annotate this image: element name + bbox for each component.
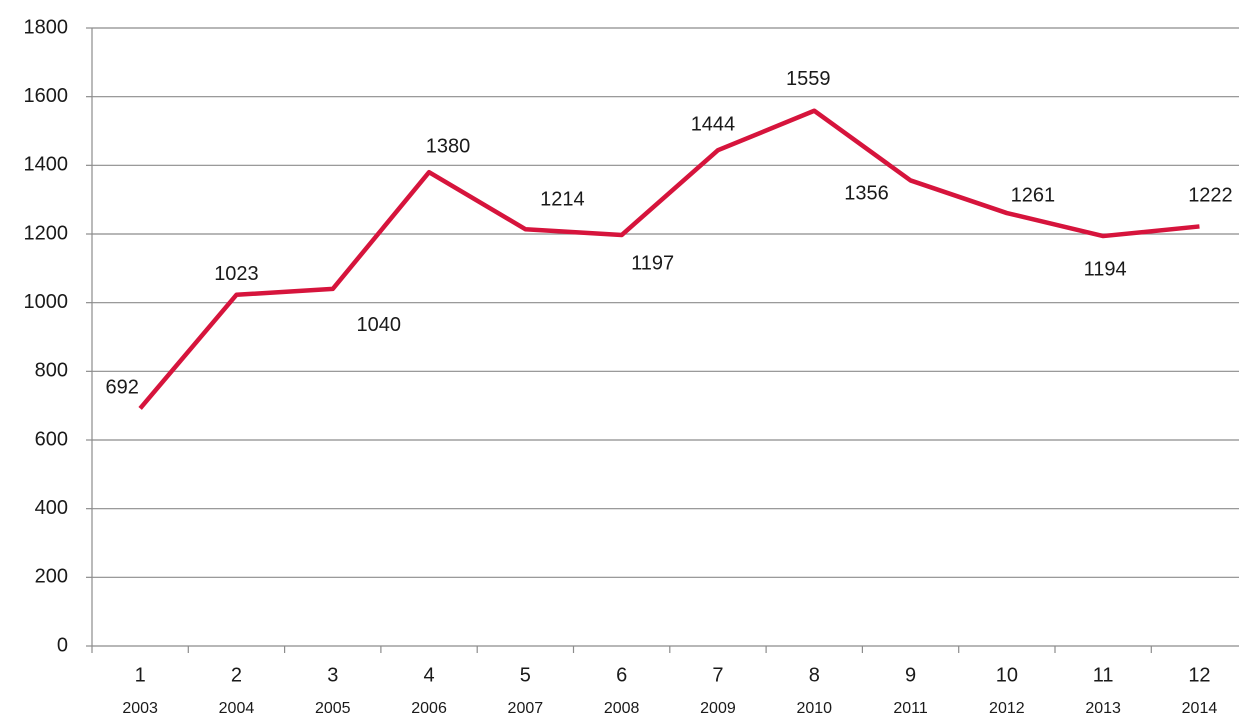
x-tick-label: 10 bbox=[996, 664, 1018, 686]
data-label: 1023 bbox=[214, 263, 259, 285]
x-subcategory-label: 2005 bbox=[315, 700, 351, 717]
x-tick-label: 1 bbox=[135, 664, 146, 686]
data-label: 1261 bbox=[1011, 184, 1056, 206]
y-tick-label: 1800 bbox=[24, 16, 69, 38]
y-tick-label: 0 bbox=[57, 634, 68, 656]
data-label: 1380 bbox=[426, 135, 471, 157]
y-tick-label: 1000 bbox=[24, 291, 69, 313]
x-subcategory-label: 2008 bbox=[604, 700, 640, 717]
x-subcategory-label: 2007 bbox=[508, 700, 544, 717]
x-subcategory-label: 2014 bbox=[1182, 700, 1218, 717]
x-subcategory-label: 2003 bbox=[122, 700, 158, 717]
x-subcategory-label: 2009 bbox=[700, 700, 736, 717]
x-tick-label: 8 bbox=[809, 664, 820, 686]
data-label: 1356 bbox=[844, 183, 889, 205]
data-label: 1444 bbox=[691, 114, 736, 136]
x-subcategory-label: 2004 bbox=[219, 700, 255, 717]
x-tick-label: 11 bbox=[1093, 664, 1114, 686]
x-tick-label: 7 bbox=[712, 664, 723, 686]
x-subcategory-label: 2010 bbox=[796, 700, 832, 717]
x-subcategory-label: 2006 bbox=[411, 700, 447, 717]
data-label: 1040 bbox=[357, 314, 402, 336]
x-tick-label: 3 bbox=[327, 664, 338, 686]
data-label: 1197 bbox=[631, 252, 674, 274]
x-tick-label: 6 bbox=[616, 664, 627, 686]
data-label: 692 bbox=[105, 377, 138, 399]
x-tick-label: 5 bbox=[520, 664, 531, 686]
x-subcategory-label: 2013 bbox=[1085, 700, 1121, 717]
x-subcategory-label: 2011 bbox=[893, 700, 928, 717]
x-tick-label: 12 bbox=[1188, 664, 1210, 686]
x-subcategory-label: 2012 bbox=[989, 700, 1025, 717]
y-tick-label: 200 bbox=[35, 566, 68, 588]
y-tick-label: 1600 bbox=[24, 85, 69, 107]
y-tick-label: 600 bbox=[35, 428, 68, 450]
x-tick-label: 9 bbox=[905, 664, 916, 686]
y-tick-label: 400 bbox=[35, 497, 68, 519]
data-label: 1194 bbox=[1084, 258, 1127, 280]
data-label: 1559 bbox=[786, 68, 831, 90]
data-label: 1214 bbox=[540, 188, 585, 210]
y-tick-label: 1200 bbox=[24, 222, 69, 244]
data-line bbox=[138, 108, 1200, 410]
x-tick-label: 2 bbox=[231, 664, 242, 686]
y-tick-label: 800 bbox=[35, 360, 68, 382]
data-label: 1222 bbox=[1188, 185, 1233, 207]
x-tick-label: 4 bbox=[423, 664, 434, 686]
y-tick-label: 1400 bbox=[24, 154, 69, 176]
